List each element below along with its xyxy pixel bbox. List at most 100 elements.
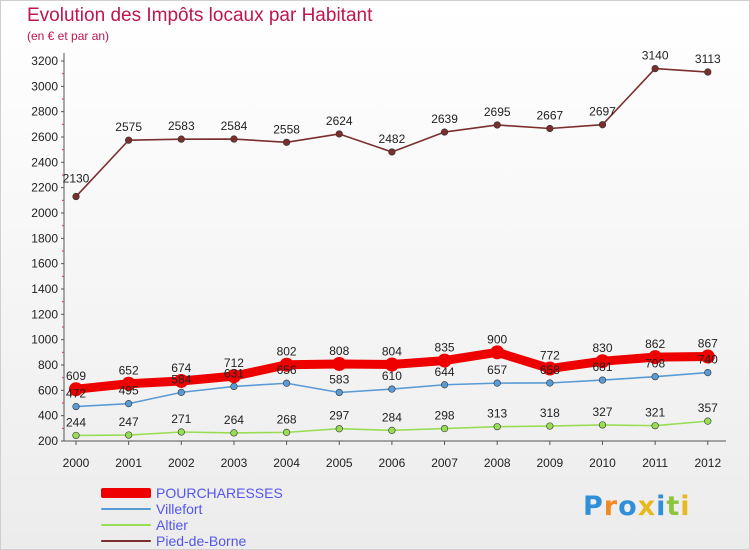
- x-tick-label: 2004: [273, 456, 300, 470]
- data-label-pied-de-borne: 2624: [326, 114, 353, 128]
- y-tick-label: 2800: [31, 105, 58, 119]
- data-point-villefort: [388, 385, 396, 393]
- data-point-pied-de-borne: [493, 121, 501, 129]
- data-point-altier: [177, 428, 185, 436]
- data-label-villefort: 610: [382, 369, 402, 383]
- data-point-villefort: [72, 402, 80, 411]
- data-label-villefort: 583: [329, 372, 349, 386]
- x-tick-label: 2006: [379, 456, 406, 470]
- data-point-pourcharesses: [226, 369, 241, 384]
- data-label-pied-de-borne: 2583: [168, 119, 195, 133]
- data-label-pied-de-borne: 2667: [536, 109, 563, 123]
- data-point-villefort: [230, 382, 238, 391]
- data-label-pourcharesses: 835: [435, 341, 455, 355]
- data-point-altier: [440, 424, 449, 433]
- data-point-pied-de-borne: [283, 138, 291, 146]
- data-point-altier: [546, 422, 554, 430]
- data-label-altier: 271: [171, 412, 191, 426]
- data-label-pied-de-borne: 2639: [431, 112, 458, 126]
- data-point-pourcharesses: [700, 349, 715, 364]
- data-label-pourcharesses: 674: [171, 361, 191, 375]
- y-tick-label: 1000: [31, 333, 58, 347]
- data-point-villefort: [440, 381, 449, 389]
- data-point-pied-de-borne: [335, 130, 343, 138]
- data-label-pourcharesses: 867: [698, 337, 718, 351]
- data-point-pourcharesses: [595, 354, 610, 369]
- data-label-altier: 357: [698, 401, 718, 415]
- data-label-altier: 268: [277, 412, 297, 426]
- legend-label: Villefort: [156, 501, 203, 517]
- data-label-altier: 297: [329, 409, 349, 423]
- data-label-pourcharesses: 862: [645, 337, 665, 351]
- x-tick-label: 2008: [484, 456, 511, 470]
- data-label-villefort: 495: [119, 384, 139, 398]
- data-point-altier: [335, 425, 343, 433]
- data-label-pourcharesses: 652: [119, 364, 139, 378]
- y-tick-label: 2400: [31, 155, 58, 169]
- data-label-altier: 298: [435, 409, 455, 423]
- data-point-pourcharesses: [437, 353, 452, 368]
- data-label-villefort: 472: [66, 387, 86, 401]
- data-point-pourcharesses: [648, 350, 663, 365]
- data-label-altier: 284: [382, 410, 402, 424]
- x-tick-label: 2001: [115, 456, 142, 470]
- data-label-altier: 313: [487, 407, 507, 421]
- legend-label: Altier: [156, 517, 188, 533]
- data-point-pourcharesses: [542, 361, 557, 376]
- x-tick-label: 2003: [221, 456, 248, 470]
- y-tick-label: 1400: [31, 282, 58, 296]
- data-label-pied-de-borne: 2130: [63, 172, 90, 186]
- x-tick-label: 2000: [63, 456, 90, 470]
- data-label-villefort: 658: [540, 363, 560, 377]
- data-point-pourcharesses: [279, 357, 294, 372]
- data-point-altier: [230, 429, 238, 437]
- x-tick-label: 2010: [589, 456, 616, 470]
- data-point-villefort: [283, 379, 291, 387]
- data-point-altier: [598, 421, 607, 429]
- data-point-villefort: [493, 379, 501, 387]
- x-tick-label: 2007: [431, 456, 458, 470]
- data-label-villefort: 740: [698, 353, 718, 367]
- data-point-altier: [388, 426, 396, 434]
- data-label-pourcharesses: 808: [329, 344, 349, 358]
- data-point-altier: [493, 423, 501, 431]
- data-point-villefort: [546, 379, 554, 387]
- line-chart: 200 400 600 800 1000 1200 1400 1600 1800 2000 2200…: [31, 49, 726, 470]
- data-label-pied-de-borne: 2558: [273, 122, 300, 136]
- data-label-pourcharesses: 804: [382, 344, 402, 358]
- data-label-pourcharesses: 900: [487, 332, 507, 346]
- data-point-pourcharesses: [69, 382, 83, 397]
- data-point-pied-de-borne: [440, 128, 449, 136]
- x-tick-label: 2002: [168, 456, 195, 470]
- data-point-altier: [651, 422, 659, 430]
- data-point-pourcharesses: [332, 356, 347, 371]
- data-point-villefort: [335, 388, 343, 397]
- logo-letter: r: [603, 491, 619, 522]
- logo-letter: o: [618, 491, 638, 522]
- data-label-pourcharesses: 609: [66, 369, 86, 383]
- data-label-altier: 318: [540, 406, 560, 420]
- y-tick-label: 2000: [31, 206, 58, 220]
- data-point-pied-de-borne: [651, 64, 659, 73]
- legend-swatch: [101, 488, 151, 498]
- data-point-villefort: [704, 369, 712, 377]
- data-label-altier: 247: [119, 415, 139, 429]
- data-label-pied-de-borne: 2584: [221, 119, 248, 133]
- data-point-pourcharesses: [384, 357, 399, 372]
- legend-swatch: [101, 508, 151, 510]
- data-label-villefort: 708: [645, 357, 665, 371]
- y-tick-label: 1200: [31, 307, 58, 321]
- y-tick-label: 600: [38, 383, 58, 397]
- y-tick-label: 2200: [31, 181, 58, 195]
- logo-letter: i: [680, 491, 691, 522]
- data-label-altier: 244: [66, 415, 86, 429]
- data-point-pied-de-borne: [598, 121, 607, 129]
- data-point-pied-de-borne: [546, 124, 554, 133]
- data-label-altier: 321: [645, 406, 665, 420]
- logo-letter: P: [583, 491, 604, 522]
- y-tick-label: 200: [38, 434, 58, 448]
- data-point-altier: [283, 428, 291, 436]
- data-point-pied-de-borne: [230, 135, 238, 143]
- logo-letter: x: [637, 491, 657, 522]
